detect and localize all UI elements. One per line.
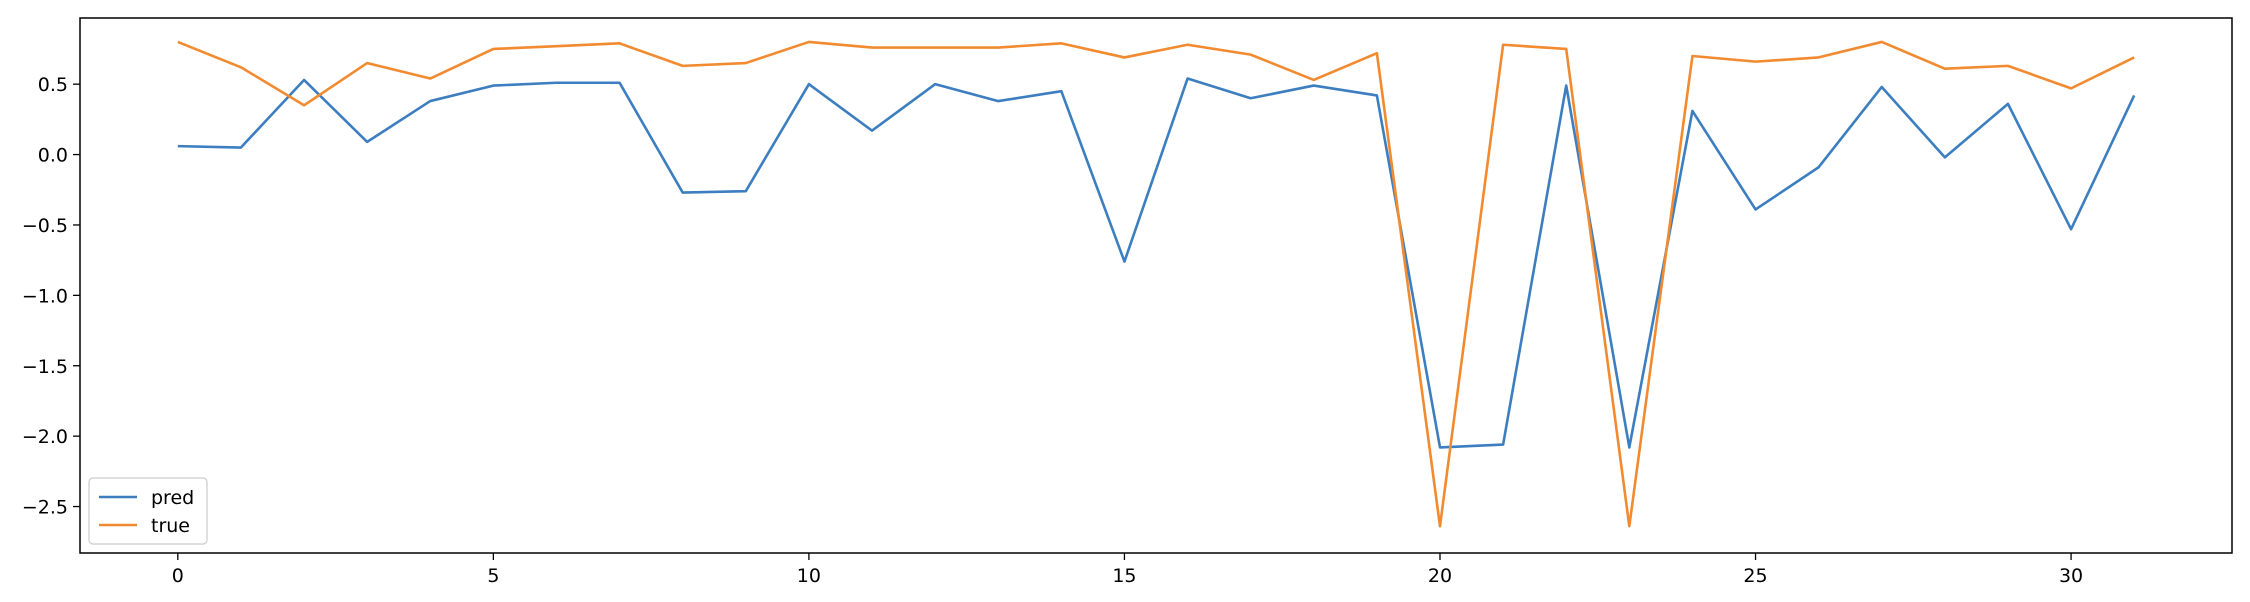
x-tick-label: 15 (1112, 565, 1136, 587)
y-tick-label: −1.5 (22, 356, 68, 378)
y-tick-label: 0.5 (38, 74, 68, 96)
y-tick-label: −2.5 (22, 497, 68, 519)
y-tick-label: −2.0 (22, 426, 68, 448)
series-line-true (177, 40, 2135, 528)
legend: pred true (88, 477, 208, 545)
legend-box (88, 477, 208, 545)
x-tick-label: 25 (1743, 565, 1767, 587)
plot-frame (79, 17, 2233, 554)
legend-label-pred: pred (151, 487, 194, 509)
series-line-pred (177, 77, 2136, 449)
x-tick-label: 5 (487, 565, 499, 587)
plot-lines (177, 40, 2136, 528)
y-axis: 0.5 0.0 −0.5 −1.0 −1.5 −2.0 −2.5 (22, 74, 80, 519)
x-axis: 0 5 10 15 20 25 30 (172, 553, 2083, 587)
legend-label-true: true (151, 515, 190, 537)
x-tick-label: 30 (2059, 565, 2083, 587)
x-tick-label: 10 (797, 565, 821, 587)
y-tick-label: −1.0 (22, 285, 68, 307)
x-tick-label: 20 (1428, 565, 1452, 587)
x-tick-label: 0 (172, 565, 184, 587)
y-tick-label: −0.5 (22, 215, 68, 237)
y-tick-label: 0.0 (38, 145, 68, 167)
